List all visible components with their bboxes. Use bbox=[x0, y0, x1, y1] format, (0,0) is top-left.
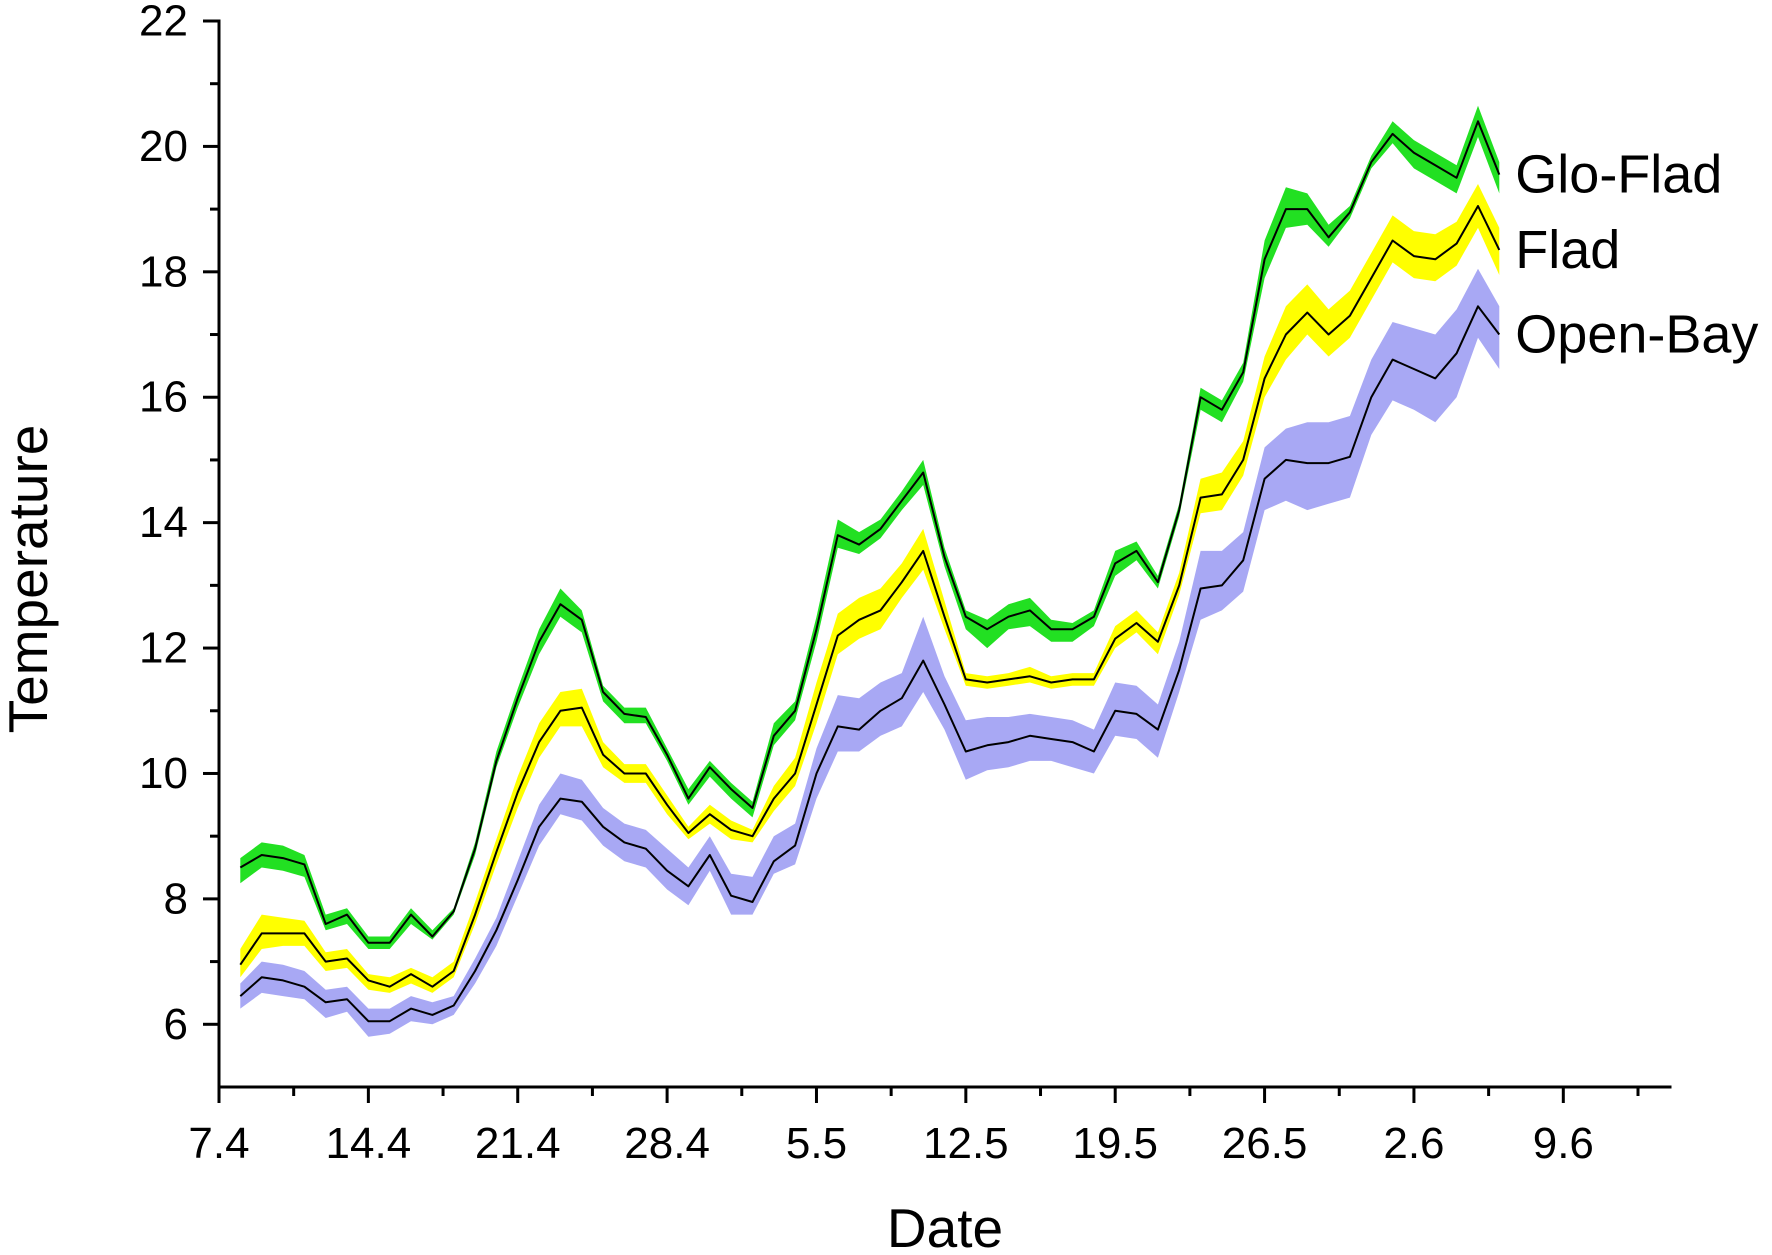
y-tick-label: 8 bbox=[164, 874, 188, 923]
flad-mean-line bbox=[239, 205, 1501, 988]
x-tick-label: 14.4 bbox=[326, 1119, 412, 1168]
y-tick-label: 6 bbox=[164, 1000, 188, 1049]
mean-lines bbox=[239, 120, 1501, 1023]
glo-flad-band bbox=[240, 105, 1500, 949]
y-tick-label: 16 bbox=[139, 373, 188, 422]
y-tick-label: 14 bbox=[139, 498, 188, 547]
flad-legend-label: Flad bbox=[1515, 220, 1620, 280]
y-tick-label: 20 bbox=[139, 122, 188, 171]
x-tick-label: 19.5 bbox=[1072, 1119, 1158, 1168]
x-tick-label: 5.5 bbox=[786, 1119, 847, 1168]
y-tick-label: 22 bbox=[139, 0, 188, 46]
x-tick-label: 28.4 bbox=[624, 1119, 710, 1168]
axes bbox=[203, 19, 1672, 1103]
confidence-bands bbox=[240, 105, 1500, 1037]
x-tick-label: 12.5 bbox=[923, 1119, 1009, 1168]
x-tick-label: 26.5 bbox=[1222, 1119, 1308, 1168]
x-tick-label: 2.6 bbox=[1383, 1119, 1444, 1168]
y-axis-title: Temperature bbox=[0, 425, 59, 734]
y-tick-label: 12 bbox=[139, 624, 188, 673]
open-bay-band bbox=[240, 268, 1500, 1037]
x-tick-label: 9.6 bbox=[1533, 1119, 1594, 1168]
open-bay-legend-label: Open-Bay bbox=[1515, 305, 1758, 365]
x-tick-label: 7.4 bbox=[188, 1119, 249, 1168]
x-tick-label: 21.4 bbox=[475, 1119, 561, 1168]
glo-flad-mean-line bbox=[239, 120, 1501, 944]
y-tick-label: 10 bbox=[139, 749, 188, 798]
glo-flad-legend-label: Glo-Flad bbox=[1515, 145, 1722, 205]
y-tick-label: 18 bbox=[139, 247, 188, 296]
open-bay-mean-line bbox=[239, 305, 1501, 1023]
flad-band bbox=[240, 184, 1500, 993]
x-axis-title: Date bbox=[887, 1197, 1003, 1255]
